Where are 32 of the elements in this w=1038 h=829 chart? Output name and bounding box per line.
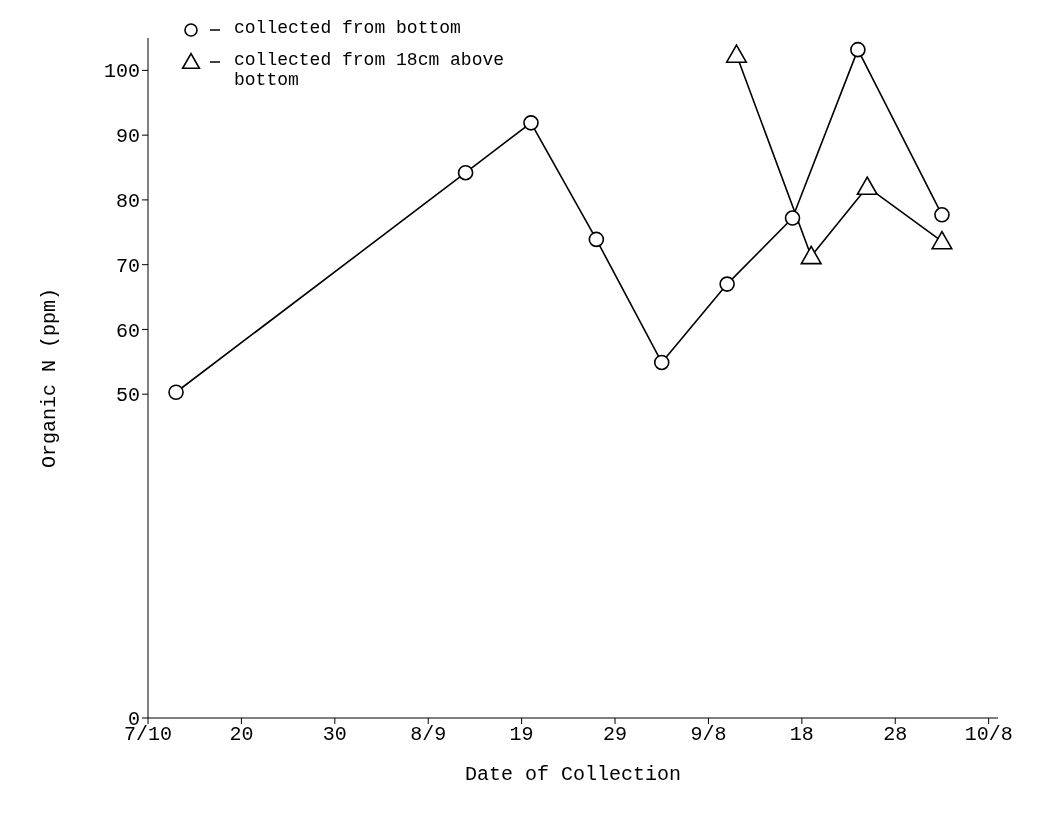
x-tick-label: 29 (603, 723, 628, 747)
y-axis-title: Organic N (ppm) (38, 287, 62, 469)
x-tick-label: 20 (229, 723, 254, 747)
y-tick-label: 100 (103, 60, 140, 84)
x-tick-label: 28 (883, 723, 908, 747)
point (719, 276, 735, 292)
point (588, 231, 605, 248)
x-tick-label: 30 (322, 723, 347, 747)
y-tick-label: 70 (115, 254, 140, 278)
x-tick-label: 9/8 (690, 723, 727, 747)
point (653, 354, 670, 371)
point (856, 176, 878, 196)
legend-label: collected from bottom (234, 18, 461, 38)
x-tick-label: 19 (509, 723, 534, 747)
point (850, 41, 866, 58)
point (168, 384, 184, 401)
legend-label: collected from 18cm above bottom (234, 50, 506, 90)
point (800, 245, 822, 265)
point (457, 164, 474, 181)
point (934, 207, 950, 223)
x-tick-label: 10/8 (964, 723, 1013, 747)
y-tick-label: 80 (115, 190, 140, 213)
y-tick-label: 90 (115, 125, 140, 149)
point (725, 44, 748, 63)
point (931, 230, 953, 250)
y-tick-label: 60 (115, 319, 140, 343)
point (784, 210, 801, 226)
x-axis-title: Date of Collection (464, 763, 682, 786)
point (523, 115, 539, 131)
x-tick-label: 18 (789, 723, 814, 747)
y-tick-label: 50 (115, 384, 140, 408)
x-tick-label: 8/9 (410, 723, 447, 747)
